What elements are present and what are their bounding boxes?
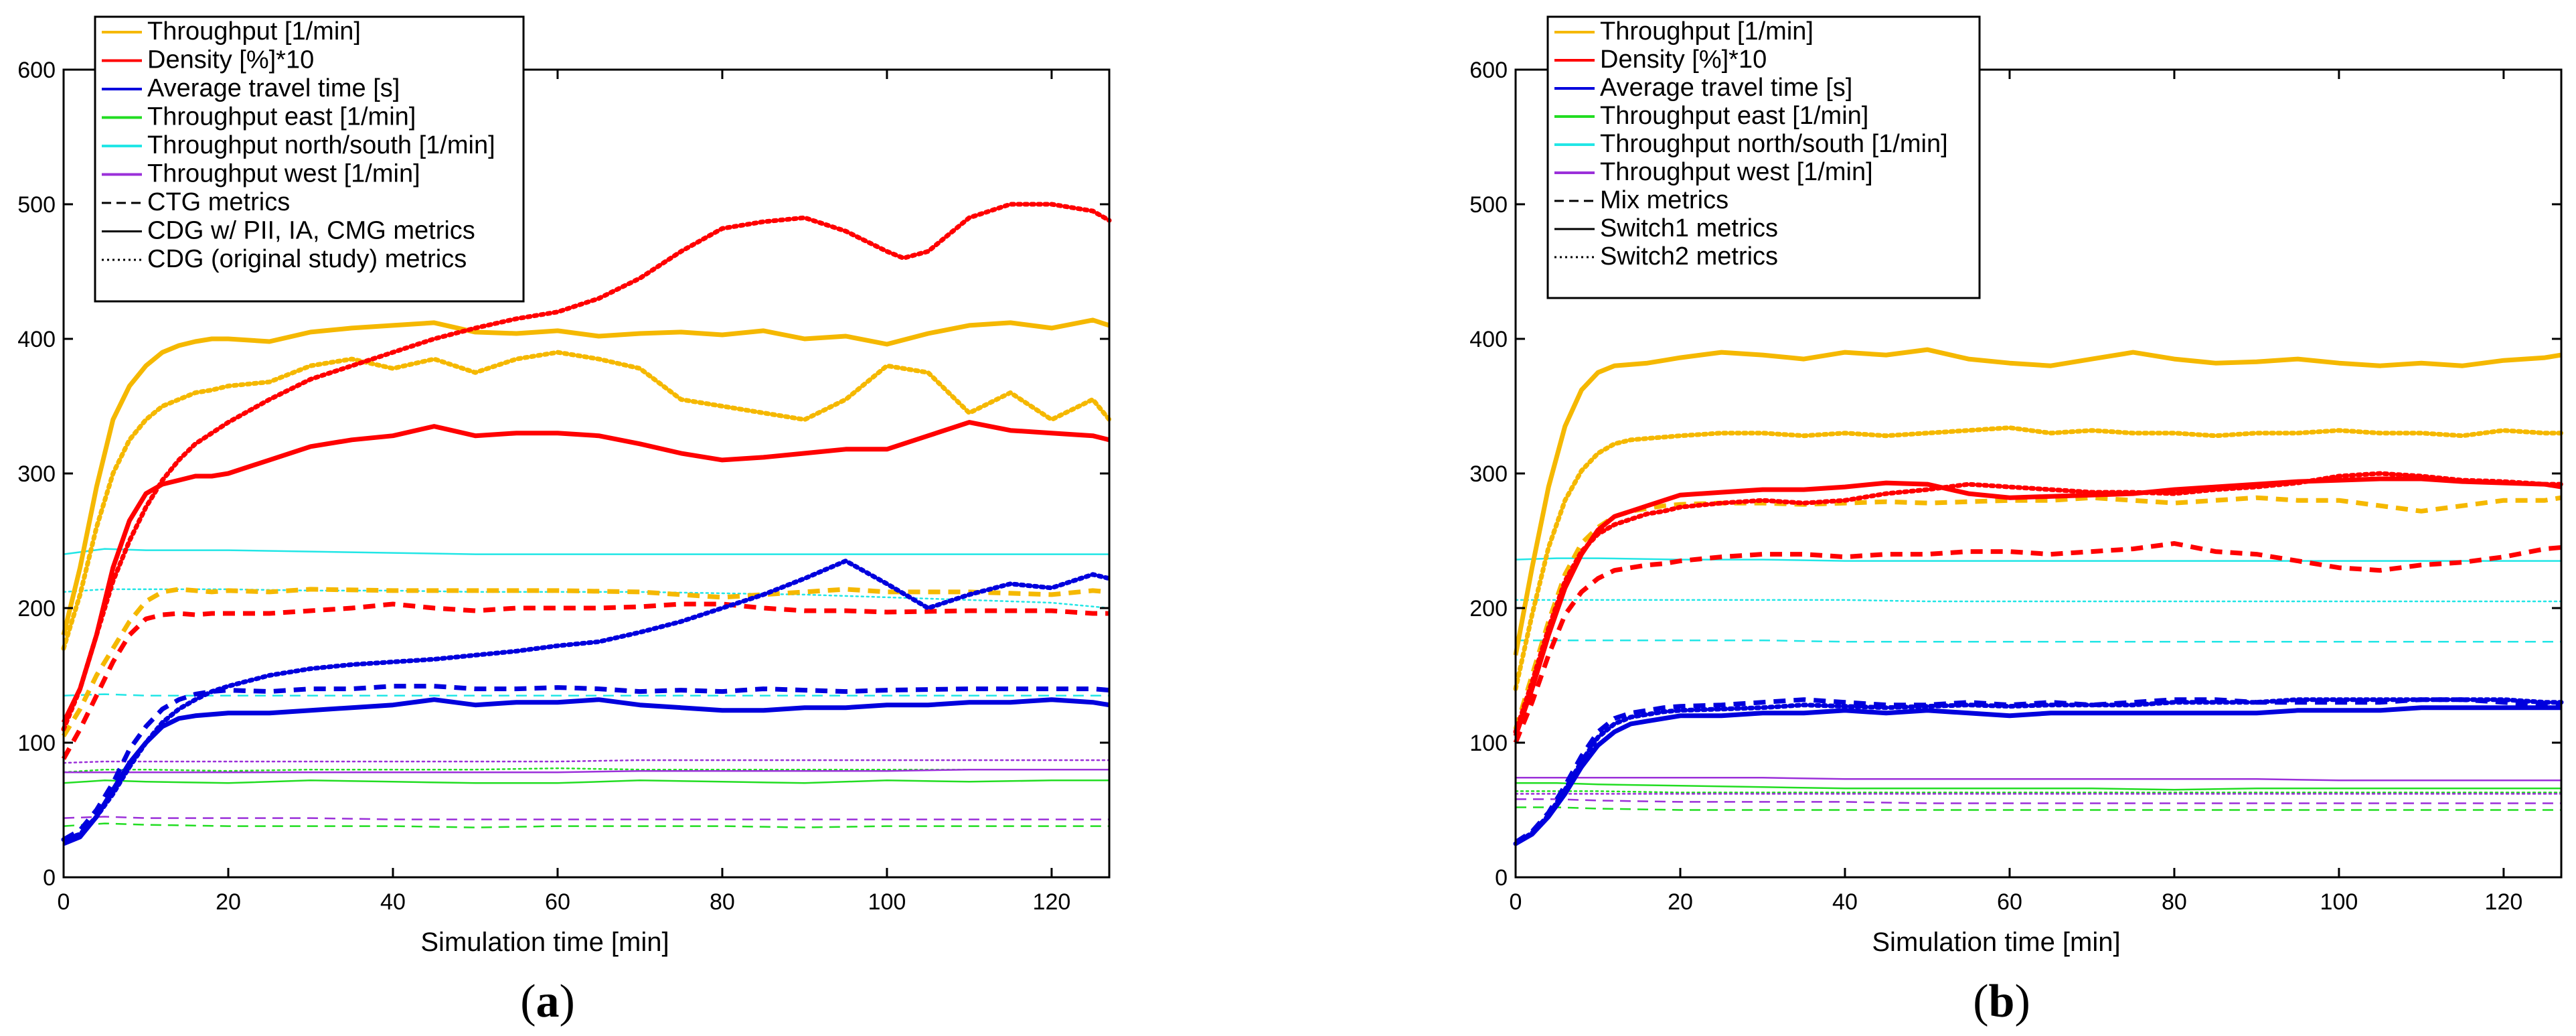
y-tick-label-b: 600	[1469, 58, 1508, 83]
y-tick-label-a: 100	[17, 731, 56, 756]
legend-label-a: Throughput [1/min]	[147, 17, 361, 46]
series-line-b-average-travel-time-switch1	[1514, 705, 2561, 846]
x-tick-label-b: 100	[2320, 889, 2358, 915]
legend-label-a: Density [%]*10	[147, 46, 314, 74]
legend-label-a: Throughput north/south [1/min]	[147, 131, 495, 159]
legend-label-b: Throughput east [1/min]	[1600, 102, 1868, 130]
series-line-a-density-ctg	[61, 601, 1109, 760]
series-line-a-throughput-cdg-w-pii-ia-cmg	[61, 317, 1111, 636]
series-line-b-throughput-north-south-mix	[1516, 639, 2561, 643]
x-tick-label-a: 0	[58, 889, 70, 915]
series-line-a-throughput-east-cdg-w-pii-ia-cmg	[63, 780, 1109, 784]
x-tick-label-a: 40	[380, 889, 406, 915]
series-line-b-throughput-west-switch1	[1516, 777, 2561, 782]
legend-a: Throughput [1/min]Density [%]*10Average …	[94, 15, 525, 303]
chart-panel-a: 0 100 200 300 400 500 600 0 20 40 60 80 100 120 Simul…	[17, 15, 1112, 1027]
series-line-a-throughput-west-cdg-original-study	[62, 759, 1111, 764]
legend-label-b: Density [%]*10	[1600, 46, 1767, 74]
series-line-b-throughput-west-mix	[1516, 798, 2561, 804]
legend-b: Throughput [1/min]Density [%]*10Average …	[1546, 15, 1981, 299]
legend-label-b: Throughput north/south [1/min]	[1600, 130, 1948, 158]
series-line-a-throughput-west-ctg	[63, 816, 1109, 820]
x-axis-label-b: Simulation time [min]	[1872, 928, 2120, 957]
panel-label-b: (b)	[1973, 976, 2030, 1027]
legend-label-b: Throughput [1/min]	[1600, 17, 1814, 46]
legend-box-a	[94, 15, 525, 303]
series-line-b-throughput-east-switch2	[1514, 790, 2563, 794]
y-tick-label-b: 400	[1469, 327, 1508, 352]
x-tick-label-b: 120	[2485, 889, 2523, 915]
series-line-b-throughput-east-mix	[1516, 806, 2561, 811]
series-line-a-throughput-west-cdg-w-pii-ia-cmg	[64, 768, 1109, 773]
series-line-a-average-travel-time-ctg	[62, 684, 1110, 842]
legend-label-b: Throughput west [1/min]	[1600, 158, 1873, 186]
series-line-a-throughput-ctg	[62, 587, 1110, 737]
axis-ticks-a: 0 100 200 300 400 500 600 0 20 40 60 80 100 120	[17, 58, 1109, 915]
y-tick-label-b: 0	[1495, 865, 1508, 891]
series-line-b-throughput-switch2	[1513, 425, 2564, 692]
legend-label-b: Average travel time [s]	[1600, 74, 1852, 102]
x-tick-label-b: 80	[2162, 889, 2187, 915]
panel-label-a: (a)	[520, 976, 575, 1027]
series-line-b-average-travel-time-switch2	[1513, 697, 2564, 846]
series-line-b-throughput-north-south-switch1	[1515, 557, 2561, 562]
legend-label-a: CDG w/ PII, IA, CMG metrics	[147, 217, 475, 245]
series-line-b-average-travel-time-mix	[1514, 697, 2561, 844]
x-tick-label-b: 60	[1997, 889, 2022, 915]
series-line-a-throughput-north-south-ctg	[63, 693, 1109, 696]
series-line-b-density-switch1	[1513, 476, 2562, 737]
x-tick-label-b: 40	[1832, 889, 1858, 915]
x-tick-label-b: 0	[1510, 889, 1522, 915]
legend-label-a: Throughput east [1/min]	[147, 103, 416, 131]
series-line-b-throughput-east-switch1	[1516, 782, 2561, 791]
legend-label-b: Switch2 metrics	[1600, 242, 1778, 271]
x-tick-label-a: 20	[216, 889, 241, 915]
series-line-a-throughput-cdg-original-study	[61, 350, 1112, 651]
y-tick-label-b: 500	[1469, 192, 1508, 218]
series-line-b-density-switch2	[1513, 471, 2564, 735]
y-tick-label-a: 300	[17, 461, 56, 487]
series-line-a-throughput-north-south-cdg-w-pii-ia-cmg	[63, 548, 1109, 555]
y-tick-label-a: 500	[17, 192, 56, 218]
legend-label-a: CTG metrics	[147, 188, 290, 216]
series-line-b-density-mix	[1513, 541, 2562, 744]
plot-lines-b	[1513, 347, 2564, 846]
legend-label-b: Mix metrics	[1600, 186, 1728, 214]
legend-label-a: Throughput west [1/min]	[147, 160, 420, 188]
y-tick-label-a: 400	[17, 327, 56, 352]
x-tick-label-a: 80	[710, 889, 735, 915]
x-tick-label-a: 100	[868, 889, 906, 915]
series-line-b-throughput-mix	[1513, 495, 2562, 730]
series-line-a-density-cdg-w-pii-ia-cmg	[61, 420, 1110, 724]
chart-panel-b: 0 100 200 300 400 500 600 0 20 40 60 80 100 120 Simul…	[1469, 15, 2564, 1027]
axis-ticks-b: 0 100 200 300 400 500 600 0 20 40 60 80 100 120	[1469, 58, 2561, 915]
x-tick-label-b: 20	[1668, 889, 1693, 915]
series-line-b-throughput-switch1	[1513, 347, 2562, 656]
y-tick-label-b: 200	[1469, 596, 1508, 621]
series-line-a-throughput-east-ctg	[63, 822, 1109, 828]
plot-lines-a	[61, 202, 1112, 846]
y-tick-label-b: 100	[1469, 731, 1508, 756]
series-line-a-average-travel-time-cdg-original-study	[61, 559, 1112, 842]
x-tick-label-a: 120	[1033, 889, 1071, 915]
legend-label-a: Average travel time [s]	[147, 74, 400, 102]
y-tick-label-a: 0	[43, 865, 56, 891]
y-tick-label-a: 200	[17, 596, 56, 621]
x-tick-label-a: 60	[545, 889, 570, 915]
series-line-a-density-cdg-original-study	[61, 202, 1112, 732]
legend-box-b	[1546, 15, 1981, 299]
x-axis-label-a: Simulation time [min]	[420, 928, 669, 957]
y-tick-label-a: 600	[17, 58, 56, 83]
legend-label-b: Switch1 metrics	[1600, 214, 1778, 242]
series-line-b-throughput-north-south-switch2	[1514, 599, 2563, 603]
y-tick-label-b: 300	[1469, 461, 1508, 487]
legend-label-a: CDG (original study) metrics	[147, 245, 467, 273]
